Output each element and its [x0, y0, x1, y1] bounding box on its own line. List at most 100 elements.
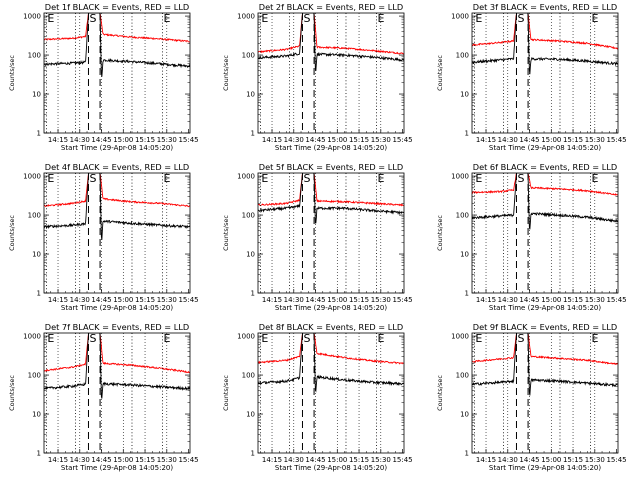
panel-title: Det 1f BLACK = Events, RED = LLD	[45, 2, 189, 12]
y-axis-label: Counts/sec	[8, 215, 16, 251]
y-tick-label: 100	[28, 212, 41, 220]
x-tick-label: 15:15	[349, 296, 369, 304]
y-tick-label: 1	[465, 290, 469, 298]
x-tick-label: 14:45	[519, 456, 539, 464]
marker-label: E	[475, 172, 482, 185]
x-tick-label: 15:15	[349, 456, 369, 464]
plot-frame	[43, 332, 191, 454]
x-tick-label: 15:45	[178, 136, 198, 144]
x-tick-label: 15:15	[135, 456, 155, 464]
x-axis-label: Start Time (29-Apr-08 14:05:20)	[275, 464, 387, 472]
x-tick-label: 15:00	[113, 296, 133, 304]
y-tick-label: 10	[32, 411, 41, 419]
x-tick-label: 15:45	[392, 136, 412, 144]
plot-frame	[257, 332, 405, 454]
x-tick-label: 14:45	[91, 456, 111, 464]
x-tick-label: 15:30	[371, 296, 391, 304]
plot-frame	[471, 12, 619, 134]
marker-label: S	[303, 332, 310, 345]
series-events-black	[44, 333, 190, 399]
y-tick-label: 10	[460, 411, 469, 419]
panel-6: Det 6f BLACK = Events, RED = LLD Counts/s…	[436, 162, 627, 312]
x-tick-label: 15:00	[327, 456, 347, 464]
x-tick-label: 15:15	[135, 296, 155, 304]
y-axis-label: Counts/sec	[8, 375, 16, 411]
x-tick-label: 14:15	[48, 136, 68, 144]
y-axis-label: Counts/sec	[222, 55, 230, 91]
x-tick-label: 15:00	[327, 296, 347, 304]
panel-8: Det 8f BLACK = Events, RED = LLD Counts/s…	[222, 322, 413, 472]
marker-label: S	[517, 172, 524, 185]
x-axis-label: Start Time (29-Apr-08 14:05:20)	[61, 144, 173, 152]
panel-title: Det 4f BLACK = Events, RED = LLD	[45, 162, 189, 172]
series-events-black	[472, 333, 618, 396]
y-axis-label: Counts/sec	[436, 215, 444, 251]
y-tick-label: 1000	[451, 13, 469, 21]
marker-label: E	[163, 172, 170, 185]
plot-frame	[257, 172, 405, 294]
x-tick-label: 14:30	[70, 296, 90, 304]
y-tick-label: 1000	[23, 13, 41, 21]
x-tick-label: 15:15	[563, 296, 583, 304]
x-tick-label: 15:30	[585, 456, 605, 464]
x-tick-label: 15:00	[541, 136, 561, 144]
series-lld-red	[472, 173, 618, 196]
panel-title: Det 7f BLACK = Events, RED = LLD	[45, 322, 189, 332]
y-tick-label: 1	[251, 290, 255, 298]
x-tick-label: 15:00	[541, 456, 561, 464]
series-events-black	[472, 13, 618, 75]
series-events-black	[472, 173, 618, 230]
x-tick-label: 15:30	[585, 296, 605, 304]
y-axis-label: Counts/sec	[436, 375, 444, 411]
x-tick-label: 14:15	[48, 456, 68, 464]
y-tick-label: 1	[251, 130, 255, 138]
x-tick-label: 14:45	[305, 296, 325, 304]
x-tick-label: 14:45	[91, 136, 111, 144]
panel-5: Det 5f BLACK = Events, RED = LLD Counts/s…	[222, 162, 413, 312]
y-tick-label: 1000	[451, 333, 469, 341]
x-tick-label: 15:45	[606, 136, 626, 144]
x-tick-label: 15:45	[606, 456, 626, 464]
plot-frame	[43, 12, 191, 134]
y-tick-label: 100	[242, 372, 255, 380]
x-tick-label: 14:15	[476, 456, 496, 464]
y-axis-label: Counts/sec	[8, 55, 16, 91]
x-axis-label: Start Time (29-Apr-08 14:05:20)	[489, 464, 601, 472]
y-tick-label: 100	[242, 212, 255, 220]
marker-label: E	[261, 332, 268, 345]
x-tick-label: 15:00	[113, 136, 133, 144]
plot-frame	[43, 172, 191, 294]
series-events-black	[44, 13, 190, 77]
series-lld-red	[472, 13, 618, 50]
x-tick-label: 15:00	[113, 456, 133, 464]
plot-frame	[471, 172, 619, 294]
series-events-black	[258, 173, 404, 224]
y-tick-label: 1	[251, 450, 255, 458]
x-tick-label: 15:45	[392, 296, 412, 304]
panel-4: Det 4f BLACK = Events, RED = LLD Counts/s…	[8, 162, 199, 312]
panel-title: Det 8f BLACK = Events, RED = LLD	[259, 322, 403, 332]
y-tick-label: 100	[28, 52, 41, 60]
x-tick-label: 15:30	[371, 136, 391, 144]
x-tick-label: 15:30	[157, 136, 177, 144]
series-lld-red	[44, 333, 190, 374]
y-tick-label: 100	[242, 52, 255, 60]
x-axis-label: Start Time (29-Apr-08 14:05:20)	[489, 304, 601, 312]
y-tick-label: 10	[246, 411, 255, 419]
x-tick-label: 14:45	[91, 296, 111, 304]
marker-label: E	[47, 172, 54, 185]
plot-frame	[471, 332, 619, 454]
y-tick-label: 10	[246, 91, 255, 99]
panel-title: Det 2f BLACK = Events, RED = LLD	[259, 2, 403, 12]
marker-label: S	[517, 12, 524, 25]
marker-label: E	[261, 172, 268, 185]
y-tick-label: 1	[465, 450, 469, 458]
x-tick-label: 15:15	[563, 456, 583, 464]
x-tick-label: 15:00	[327, 136, 347, 144]
marker-label: S	[89, 172, 96, 185]
y-tick-label: 10	[32, 91, 41, 99]
x-tick-label: 14:15	[48, 296, 68, 304]
x-tick-label: 14:30	[284, 296, 304, 304]
x-axis-label: Start Time (29-Apr-08 14:05:20)	[275, 144, 387, 152]
x-tick-label: 14:30	[70, 456, 90, 464]
